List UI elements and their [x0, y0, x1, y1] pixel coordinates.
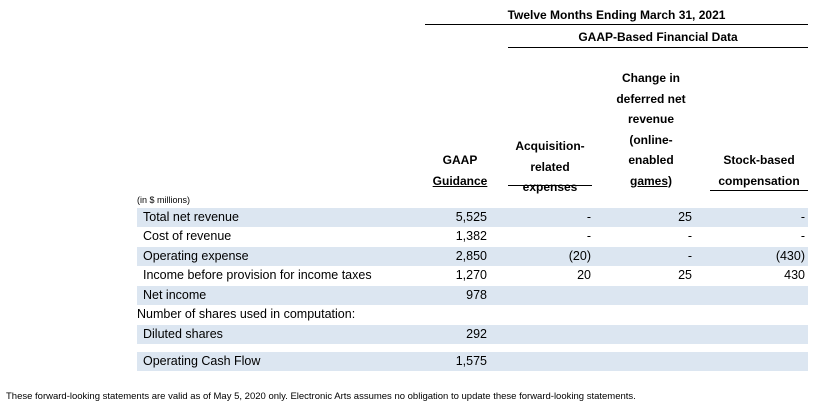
- cell-stock-based: -: [800, 229, 805, 243]
- table-row-operating-expense: Operating expense 2,850 (20) - (430): [137, 246, 808, 266]
- row-label: Operating Cash Flow: [143, 354, 261, 368]
- column-header-line: games): [629, 173, 673, 188]
- cell-gaap-guidance: 292: [466, 327, 487, 341]
- row-label: Cost of revenue: [143, 229, 232, 243]
- row-label: Net income: [143, 288, 207, 302]
- gaap-data-header: GAAP-Based Financial Data: [578, 30, 738, 44]
- column-header-acquisition-related-expenses: Acquisition- related expenses: [508, 136, 592, 198]
- cell-gaap-guidance: 5,525: [455, 210, 487, 224]
- cell-gaap-guidance: 978: [466, 288, 487, 302]
- column-header-line: Stock-based: [723, 153, 795, 167]
- column-header-line: compensation: [718, 173, 800, 188]
- cell-deferred-revenue: -: [687, 249, 692, 263]
- cell-acquisition-related: -: [586, 210, 591, 224]
- row-label: Diluted shares: [143, 327, 223, 341]
- table-row-cost-of-revenue: Cost of revenue 1,382 - - -: [137, 227, 808, 246]
- column-header-line: (online-: [629, 132, 673, 147]
- table-row-income-before-taxes: Income before provision for income taxes…: [137, 266, 808, 285]
- table-row-diluted-shares: Diluted shares 292: [137, 324, 808, 344]
- column-header-stock-based-compensation: Stock-based compensation: [710, 150, 808, 191]
- cell-stock-based: -: [800, 210, 805, 224]
- cell-deferred-revenue: -: [687, 229, 692, 243]
- table-row-shares-heading: Number of shares used in computation:: [137, 305, 808, 324]
- column-header-change-in-deferred-net-revenue: Change in deferred net revenue (online- …: [606, 68, 696, 191]
- column-header-line: deferred net: [616, 91, 686, 106]
- table-row-operating-cash-flow: Operating Cash Flow 1,575: [137, 351, 808, 371]
- forward-looking-footnote: These forward-looking statements are val…: [6, 391, 636, 402]
- gaap-data-header-underline: [508, 47, 808, 48]
- period-header-underline: [425, 24, 808, 25]
- cell-acquisition-related: 20: [577, 268, 591, 282]
- acquisition-header-underline: [508, 185, 592, 186]
- column-header-line: revenue: [627, 112, 675, 126]
- row-label: Total net revenue: [143, 210, 239, 224]
- cell-acquisition-related: (20): [568, 249, 591, 263]
- column-header-line: Guidance: [432, 173, 488, 188]
- stock-header-underline: [710, 190, 808, 191]
- cell-gaap-guidance: 1,270: [455, 268, 487, 282]
- cell-gaap-guidance: 1,382: [455, 229, 487, 243]
- column-header-line: related: [530, 159, 570, 174]
- column-header-line: Acquisition-: [515, 139, 585, 153]
- row-label: Income before provision for income taxes: [143, 268, 372, 282]
- column-header-line: expenses: [522, 180, 578, 194]
- row-label: Number of shares used in computation:: [137, 307, 356, 321]
- table-row-total-net-revenue: Total net revenue 5,525 - 25 -: [137, 207, 808, 227]
- column-header-line: GAAP: [442, 153, 478, 167]
- cell-gaap-guidance: 1,575: [455, 354, 487, 368]
- cell-stock-based: (430): [775, 249, 805, 263]
- cell-acquisition-related: -: [586, 229, 591, 243]
- row-label: Operating expense: [143, 249, 249, 263]
- cell-deferred-revenue: 25: [678, 268, 692, 282]
- column-header-line: Change in: [621, 71, 680, 85]
- cell-gaap-guidance: 2,850: [455, 249, 487, 263]
- column-header-gaap-guidance: GAAP Guidance: [425, 150, 495, 191]
- table-row-net-income: Net income 978: [137, 285, 808, 305]
- column-header-line: enabled: [628, 153, 674, 167]
- units-label: (in $ millions): [137, 195, 191, 205]
- cell-deferred-revenue: 25: [678, 210, 692, 224]
- cell-stock-based: 430: [784, 268, 805, 282]
- period-header: Twelve Months Ending March 31, 2021: [507, 8, 726, 22]
